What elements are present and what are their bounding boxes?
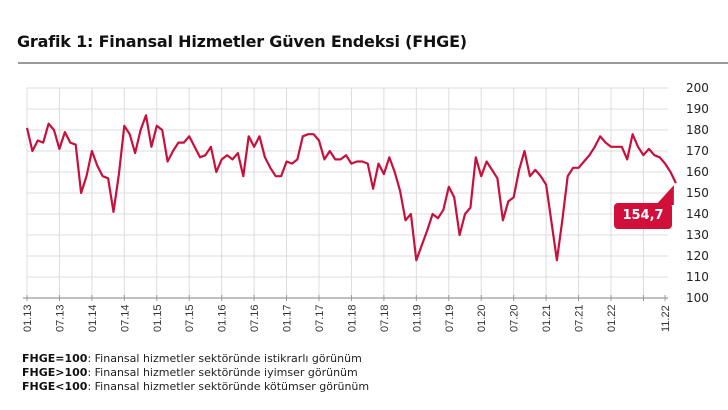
x-tick-label: 01.17: [282, 304, 294, 332]
callout-pointer: [655, 185, 674, 205]
line-chart: 01.13 07.13 01.14 07.14 01.15 07.15 01.16 07.16…: [22, 81, 709, 332]
y-tick-label: 120: [686, 249, 709, 263]
legend-item: FHGE<100: Finansal hizmetler sektöründe …: [22, 380, 370, 393]
y-axis: 100 110 120 130 140 150 160 170 180 190 200: [686, 81, 709, 305]
legend-item: FHGE>100: Finansal hizmetler sektöründe …: [22, 366, 358, 379]
y-tick-label: 190: [686, 102, 709, 116]
x-axis: 01.13 07.13 01.14 07.14 01.15 07.15 01.16 07.16…: [22, 295, 672, 332]
y-tick-label: 130: [686, 228, 709, 242]
x-tick-label: 01.22: [606, 304, 618, 332]
x-tick-label: 07.21: [574, 304, 586, 332]
x-tick-label: 07.13: [54, 304, 66, 332]
chart-grid: [26, 87, 668, 298]
last-value-callout: 154,7: [614, 203, 672, 229]
y-tick-label: 180: [686, 123, 709, 137]
y-tick-label: 200: [686, 81, 709, 95]
x-tick-label: 07.14: [119, 304, 131, 332]
x-tick-label: 01.20: [476, 304, 488, 332]
x-tick-label: 01.19: [411, 304, 423, 332]
y-tick-label: 160: [686, 165, 709, 179]
x-tick-label: 07.18: [379, 304, 391, 332]
fhge-series-line: [25, 114, 677, 262]
legend-item: FHGE=100: Finansal hizmetler sektöründe …: [22, 352, 362, 365]
legend: FHGE=100: Finansal hizmetler sektöründe …: [22, 352, 369, 394]
y-tick-label: 140: [686, 207, 709, 221]
x-tick-label: 01.18: [346, 304, 358, 332]
title-divider: [18, 62, 728, 64]
x-tick-label: 07.20: [509, 304, 521, 332]
x-tick-label: 01.14: [87, 304, 99, 332]
chart-title: Grafik 1: Finansal Hizmetler Güven Endek…: [17, 32, 467, 51]
x-tick-label: 07.16: [249, 304, 261, 332]
x-tick-label: 01.16: [217, 304, 229, 332]
x-tick-label: 11.22: [660, 305, 672, 332]
y-tick-label: 170: [686, 144, 709, 158]
x-tick-label: 07.17: [314, 304, 326, 332]
x-tick-label: 01.15: [152, 304, 164, 332]
y-tick-label: 110: [686, 270, 709, 284]
y-tick-label: 150: [686, 186, 709, 200]
x-tick-label: 07.19: [444, 304, 456, 332]
y-tick-label: 100: [686, 291, 709, 305]
x-tick-label: 01.21: [541, 304, 553, 332]
x-tick-label: 07.15: [184, 304, 196, 332]
x-tick-label: 01.13: [22, 304, 34, 332]
